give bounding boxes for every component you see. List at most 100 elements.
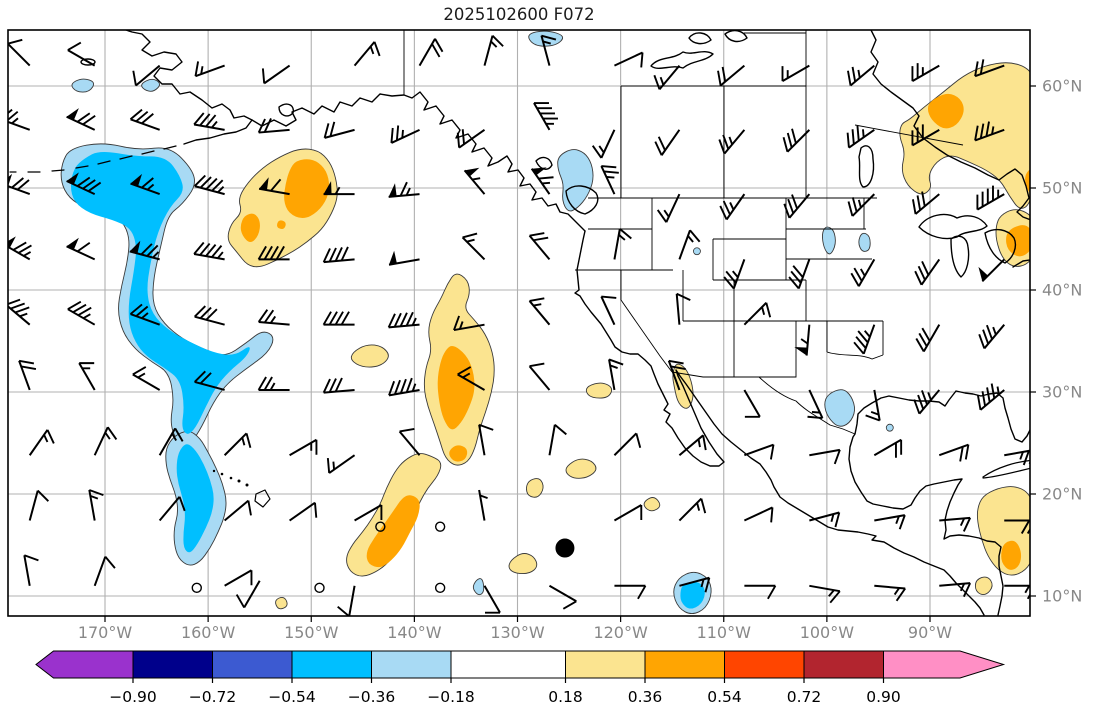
- plot-frame: [7, 29, 1031, 617]
- contour-region-central-pacific-core: [437, 345, 475, 430]
- colorbar: −0.90 −0.72 −0.54 −0.36 −0.18 0.18 0.36 0.54 0.7…: [35, 650, 1006, 706]
- wind-barb: [193, 241, 225, 261]
- hawaiian-islets: [212, 469, 249, 487]
- wind-barb: [129, 108, 160, 131]
- contour-region-north-pacific-negative-core: [70, 152, 250, 434]
- wind-barb: [66, 172, 102, 196]
- wind-barb: [483, 585, 501, 614]
- wind-barb: [261, 64, 291, 85]
- wind-barb: [613, 432, 642, 456]
- axis-labels-layer: 170°W 160°W 150°W 140°W 130°W 120°W 110°W 100°W…: [78, 77, 1083, 643]
- wind-barb: [846, 125, 875, 149]
- wind-barbs-layer: [8, 34, 1030, 616]
- colorbar-under-arrow: [35, 650, 134, 679]
- calm-wind-circle: [375, 521, 386, 532]
- wind-barb: [93, 426, 118, 456]
- wind-barb: [322, 311, 355, 326]
- contour-region-hudson-bay-core: [927, 93, 964, 129]
- wind-barb: [223, 432, 252, 456]
- wind-barb: [93, 556, 116, 587]
- contour-regions-layer: [60, 30, 1030, 615]
- wind-barb: [388, 377, 420, 397]
- colorbar-segment: [291, 650, 372, 679]
- contour-region-small-positive-c3: [508, 553, 538, 575]
- contour-region-bering-small-b: [141, 78, 160, 92]
- wind-barb: [129, 240, 160, 261]
- contour-region-small-positive-west: [350, 344, 389, 368]
- wind-barb: [67, 41, 96, 67]
- colorbar-tick-label: −0.18: [427, 688, 475, 706]
- hawaii-big-island: [254, 489, 271, 508]
- wind-barb: [911, 124, 940, 147]
- wind-barb: [678, 229, 701, 260]
- contour-region-gulf-of-alaska-positive-core: [284, 159, 330, 218]
- wind-barb: [613, 228, 632, 260]
- markers-layer: [191, 247, 894, 594]
- wind-barb: [223, 499, 252, 522]
- wind-barb: [719, 193, 746, 221]
- wind-barb: [28, 429, 55, 456]
- wind-barb: [913, 389, 941, 415]
- wind-barb: [974, 121, 1005, 142]
- wind-barb: [939, 582, 972, 598]
- wind-barb: [398, 427, 421, 456]
- wind-barb: [461, 232, 486, 261]
- wind-barb: [744, 443, 775, 460]
- coastline-alaska-west: [125, 30, 253, 145]
- x-axis-tick-label: 90°W: [908, 623, 952, 642]
- wind-barb: [323, 121, 355, 139]
- wind-barb: [257, 245, 290, 261]
- wind-barb: [194, 305, 225, 326]
- colorbar-over-arrow: [883, 650, 1006, 679]
- wind-barb: [788, 259, 811, 290]
- wind-barb: [678, 497, 707, 522]
- wind-barb: [613, 504, 643, 522]
- wind-barb: [976, 383, 1005, 411]
- colorbar-segment: [644, 650, 725, 679]
- plot-title: 2025102600 F072: [443, 5, 594, 24]
- wind-barb: [66, 237, 96, 261]
- wind-barb: [478, 489, 488, 521]
- wind-barb: [675, 292, 691, 325]
- wind-barb: [976, 185, 1005, 211]
- wind-barb: [540, 34, 557, 66]
- colorbar-segment: [803, 650, 884, 679]
- contour-region-central-pacific-core-2: [449, 445, 468, 462]
- wind-barb: [654, 129, 681, 156]
- wind-barb: [194, 174, 225, 196]
- wind-barb: [194, 61, 225, 78]
- st-lawrence-island: [80, 58, 96, 66]
- calm-wind-circle: [191, 582, 202, 594]
- wind-barb: [483, 34, 504, 66]
- vancouver-island: [565, 185, 599, 215]
- wind-barb: [323, 181, 355, 196]
- lake-michigan: [950, 235, 970, 278]
- wind-barb: [939, 516, 972, 532]
- border-us-mexico: [671, 371, 856, 435]
- wind-barb: [608, 358, 624, 391]
- wind-barb: [235, 580, 261, 609]
- y-axis-tick-label: 40°N: [1042, 281, 1082, 300]
- lake-huron: [984, 228, 1017, 264]
- wind-barb: [974, 59, 1005, 78]
- colorbar-tick-label: −0.54: [268, 688, 316, 706]
- contour-region-small-positive-c2: [565, 458, 597, 479]
- wind-barb: [874, 514, 906, 530]
- coastline-cuba: [982, 459, 1030, 479]
- wind-barb: [129, 303, 160, 326]
- colorbar-tick-label: −0.36: [348, 688, 396, 706]
- contour-region-gulf-of-alaska-core-3: [277, 220, 286, 229]
- wind-barb: [322, 246, 355, 264]
- wind-barb: [530, 167, 554, 195]
- wind-barb: [591, 129, 616, 159]
- haida-gwaii-island: [535, 156, 553, 170]
- wind-barb: [67, 300, 96, 326]
- wind-barb: [873, 438, 903, 458]
- wind-barb: [387, 311, 420, 329]
- colorbar-segment: [212, 650, 293, 679]
- wind-barb: [337, 585, 356, 616]
- contour-region-vancouver-island-negative: [557, 149, 594, 212]
- calm-wind-circle: [434, 521, 446, 532]
- lake-athabasca: [688, 30, 748, 45]
- wind-barb: [388, 181, 420, 198]
